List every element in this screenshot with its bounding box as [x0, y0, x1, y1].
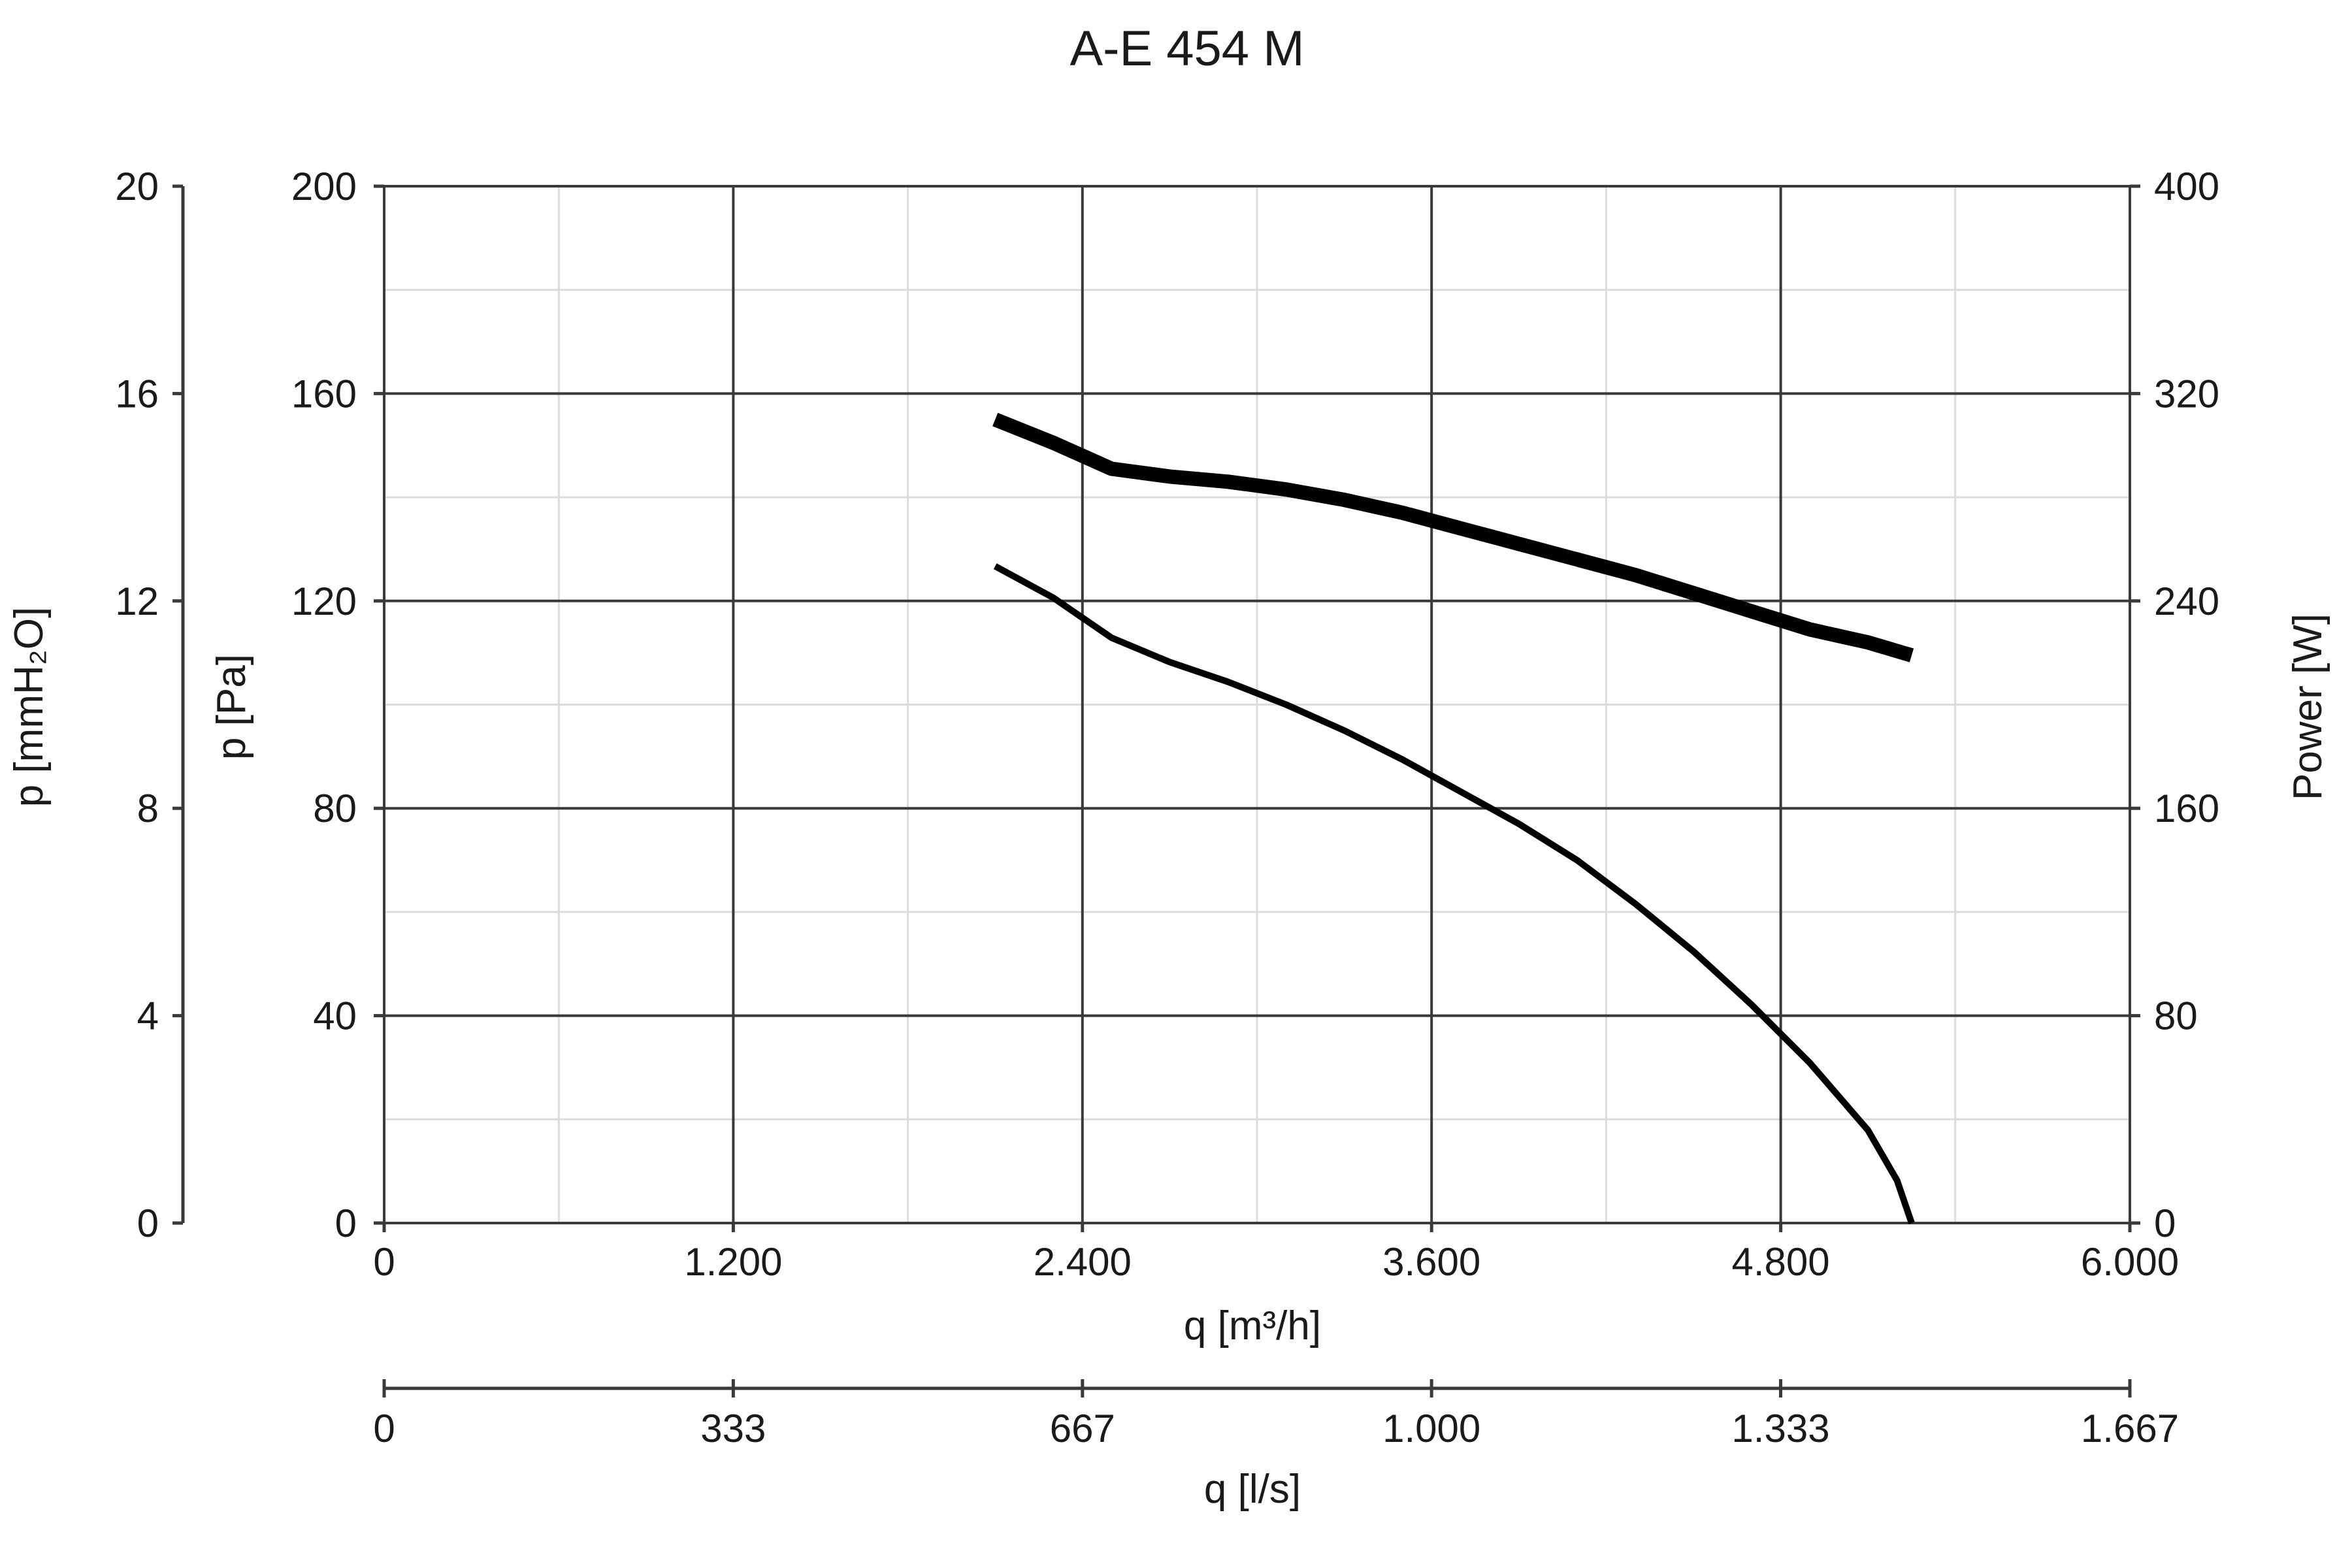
- x-tick-label: 1.200: [684, 1240, 782, 1284]
- y-right-tick-label: 240: [2154, 580, 2219, 623]
- y-tick-label: 80: [313, 787, 357, 830]
- y-right-axis-title: Power [W]: [2285, 613, 2330, 800]
- x2-tick-label: 333: [700, 1407, 766, 1450]
- y-outer-tick-label: 8: [137, 787, 159, 830]
- y-tick-label: 40: [313, 994, 357, 1038]
- y-outer-axis-title: p [mmH₂O]: [7, 607, 52, 808]
- x2-tick-label: 0: [373, 1407, 395, 1450]
- x-tick-label: 0: [373, 1240, 395, 1284]
- data-series: [992, 412, 1915, 1224]
- y-right-tick-label: 80: [2154, 994, 2198, 1038]
- y-outer-tick-label: 4: [137, 994, 159, 1038]
- y-outer-tick-label: 20: [115, 165, 159, 208]
- power-curve-line: [992, 412, 1914, 662]
- major-gridlines: [383, 185, 2131, 1224]
- y-outer-tick-label: 16: [115, 372, 159, 416]
- x2-tick-label: 667: [1050, 1407, 1115, 1450]
- y-outer-tick-label: 0: [137, 1201, 159, 1245]
- x-tick-label: 4.800: [1732, 1240, 1830, 1284]
- x-axis-title: q [m³/h]: [1184, 1303, 1321, 1348]
- y-tick-label: 0: [335, 1201, 357, 1245]
- y-right-tick-label: 160: [2154, 787, 2219, 830]
- x2-tick-label: 1.000: [1382, 1407, 1480, 1450]
- y-tick-label: 160: [291, 372, 357, 416]
- x2-axis-title: q [l/s]: [1204, 1467, 1301, 1512]
- minor-gridlines: [384, 186, 2130, 1223]
- y-tick-label: 200: [291, 165, 357, 208]
- y-tick-label: 120: [291, 580, 357, 623]
- y-outer-tick-label: 12: [115, 580, 159, 623]
- x2-tick-label: 1.333: [1731, 1407, 1829, 1450]
- y-right-tick-label: 0: [2154, 1201, 2176, 1245]
- y-right-tick-label: 320: [2154, 372, 2219, 416]
- x2-tick-label: 1.667: [2081, 1407, 2179, 1450]
- chart-title: A-E 454 M: [1070, 21, 1304, 76]
- y-right-tick-label: 400: [2154, 165, 2219, 208]
- pressure-curve-line: [993, 563, 1915, 1224]
- x-tick-label: 2.400: [1034, 1240, 1132, 1284]
- y-axis-title: p [Pa]: [209, 654, 254, 760]
- x-tick-label: 3.600: [1382, 1240, 1480, 1284]
- x-tick-label: 6.000: [2081, 1240, 2179, 1284]
- axes: [172, 184, 2140, 1397]
